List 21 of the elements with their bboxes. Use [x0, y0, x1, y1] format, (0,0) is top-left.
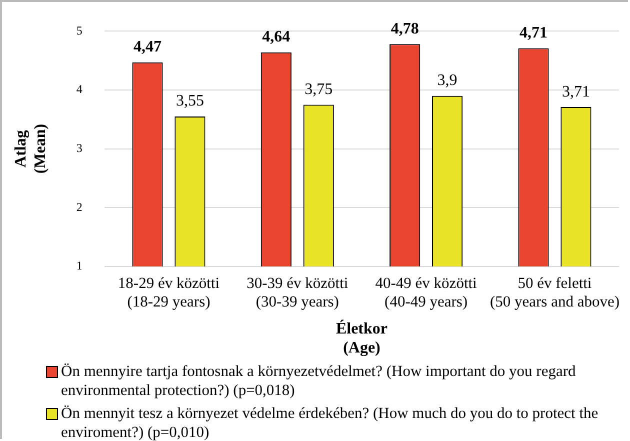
x-tick-label: 40-49 év közötti (40-49 years)	[375, 274, 478, 310]
y-tick-label: 2	[76, 200, 82, 214]
x-tick-label: 30-39 év közötti (30-39 years)	[246, 274, 349, 310]
data-label: 4,78	[390, 20, 419, 38]
x-tick-label: 50 év feletti (50 years and above)	[490, 274, 620, 310]
legend-label: Ön mennyit tesz a környezet védelme érdekében? (How much do you do to protect the enviroment?) (p=0,010)	[61, 404, 600, 441]
y-tick-label: 1	[76, 258, 82, 273]
data-label: 4,64	[262, 28, 290, 46]
y-axis-title: Atlag (Mean)	[12, 124, 49, 174]
data-label: 3,75	[304, 80, 333, 98]
data-label: 4,47	[134, 38, 162, 56]
x-axis-title: Életkor (Age)	[336, 319, 388, 357]
legend-label: Ön mennyire tartja fontosnak a környezetvédelmet? (How important do you regard environmental protection?) (p=0,018)	[61, 362, 577, 400]
data-label: 3,9	[437, 72, 458, 90]
data-label: 4,71	[520, 24, 548, 42]
y-tick-label: 5	[76, 23, 82, 38]
y-tick-label: 3	[76, 140, 82, 155]
data-label: 3,55	[176, 92, 204, 110]
data-label: 3,71	[562, 83, 590, 100]
x-tick-label: 18-29 év közötti (18-29 years)	[118, 274, 220, 310]
y-tick-label: 4	[76, 82, 82, 96]
